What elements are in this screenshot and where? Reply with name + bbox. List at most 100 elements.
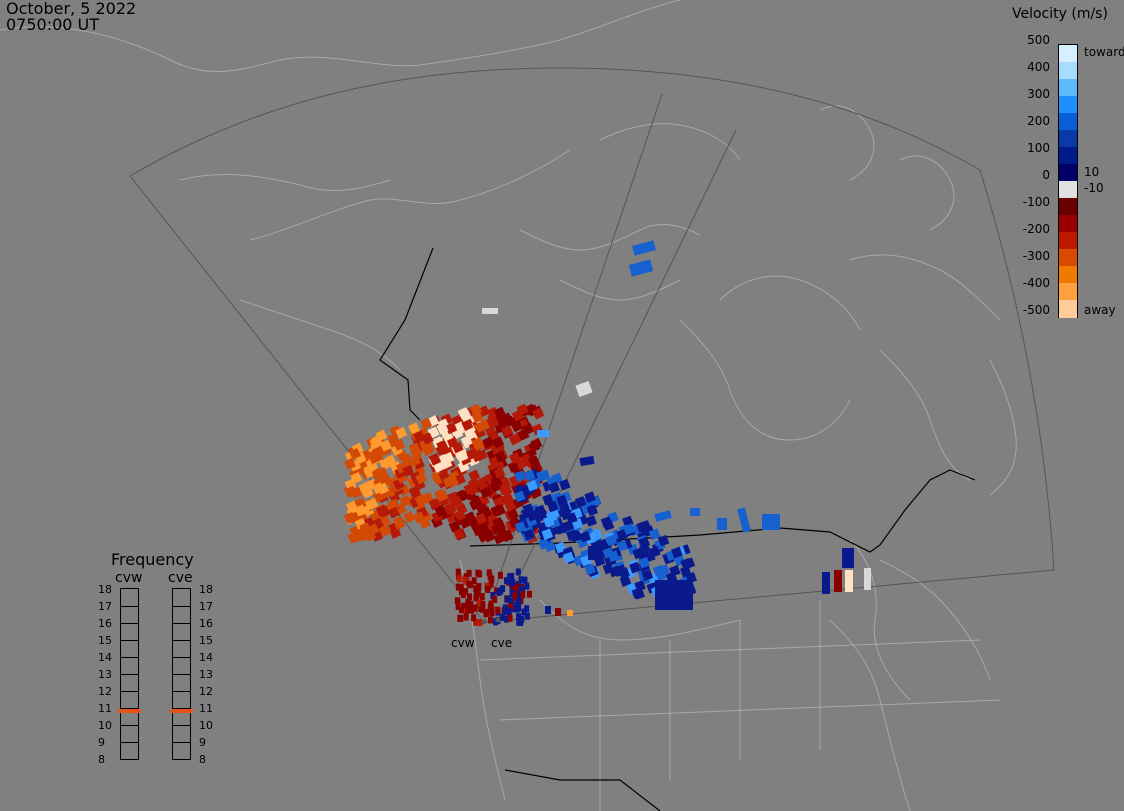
frequency-scale-label: 16 <box>199 617 213 630</box>
scatter-cell <box>559 503 571 515</box>
scatter-cell <box>378 505 391 518</box>
scatter-cell <box>517 593 523 601</box>
scatter-cell <box>443 503 456 516</box>
scatter-cell <box>638 536 651 549</box>
scatter-cell <box>420 417 433 430</box>
scatter-cell <box>524 582 530 590</box>
colorbar-segment <box>1059 215 1077 233</box>
freq-radar-label-cve: cve <box>168 570 193 586</box>
scatter-cell <box>506 508 519 521</box>
scatter-cell <box>512 594 518 602</box>
site-label-cvw: cvw <box>451 636 475 650</box>
scatter-cell <box>588 546 598 560</box>
scatter-cell <box>471 614 477 622</box>
scatter-cell <box>409 486 421 499</box>
site-marker-cvw <box>481 619 487 625</box>
scatter-cell <box>468 469 481 482</box>
scatter-cell <box>690 508 700 516</box>
scatter-cell <box>476 583 482 591</box>
scatter-cell <box>548 481 560 494</box>
scatter-cell <box>507 614 513 622</box>
velocity-colorbar <box>1058 44 1078 318</box>
scatter-cell <box>516 604 522 612</box>
scatter-cell <box>566 529 578 542</box>
scatter-cell <box>490 476 503 489</box>
frequency-gauge-cell <box>121 623 138 640</box>
scatter-cell <box>514 470 526 482</box>
scatter-cell <box>575 380 593 398</box>
velocity-scatter <box>343 240 871 627</box>
scatter-cell <box>512 590 518 598</box>
scatter-cell <box>471 577 477 585</box>
scatter-cell <box>501 529 514 542</box>
scatter-cell <box>484 425 497 438</box>
frequency-title: Frequency <box>111 550 194 569</box>
scatter-cell <box>584 563 596 576</box>
colorbar-tick-label: 500 <box>1027 33 1050 47</box>
scatter-cell <box>428 498 441 511</box>
site-label-cve: cve <box>491 636 513 650</box>
scatter-cell <box>842 548 854 568</box>
scatter-cell <box>515 598 521 606</box>
borders <box>379 247 976 811</box>
frequency-scale-label: 10 <box>98 719 112 732</box>
scatter-cell <box>436 439 449 452</box>
scatter-cell <box>679 565 692 578</box>
scatter-cell <box>486 569 492 577</box>
scatter-cell <box>350 471 363 484</box>
scatter-cell <box>574 496 587 508</box>
scatter-cell <box>344 485 357 498</box>
scatter-cell <box>442 475 455 488</box>
scatter-cell <box>524 605 530 613</box>
scatter-cell <box>554 541 567 554</box>
scatter-cell <box>455 568 461 576</box>
scatter-cell <box>526 479 539 492</box>
site-marker-cve <box>495 617 501 623</box>
scatter-cell <box>567 610 573 616</box>
scatter-cell <box>495 606 501 614</box>
scatter-cell <box>537 430 549 437</box>
scatter-cell <box>518 618 524 626</box>
colorbar-segment <box>1059 130 1077 148</box>
scatter-cell <box>524 612 530 620</box>
scatter-cell <box>492 436 505 449</box>
scatter-cell <box>502 604 508 612</box>
scatter-cell <box>511 605 517 613</box>
scatter-cell <box>460 590 466 598</box>
frequency-gauge-cell <box>173 742 190 759</box>
scatter-cell <box>459 410 472 422</box>
scatter-cell <box>492 595 498 603</box>
scatter-cell <box>516 613 522 621</box>
frequency-gauge-cell <box>173 674 190 691</box>
scatter-cell <box>629 561 641 574</box>
scatter-cell <box>408 442 421 455</box>
scatter-cell <box>467 593 473 601</box>
frequency-gauge-cell <box>173 725 190 742</box>
scatter-cell <box>502 492 515 505</box>
colorbar-tick-label: 200 <box>1027 114 1050 128</box>
scatter-cell <box>508 603 514 611</box>
scatter-cell <box>460 435 473 448</box>
scatter-cell <box>458 583 464 591</box>
frequency-gauge-cell <box>173 606 190 623</box>
scatter-cell <box>607 550 620 562</box>
scatter-cell <box>487 616 493 624</box>
scatter-cell <box>360 485 373 498</box>
scatter-cell <box>366 497 379 510</box>
scatter-cell <box>508 452 521 464</box>
scatter-cell <box>657 534 670 547</box>
frequency-scale-label: 11 <box>199 702 213 715</box>
colorbar-segment <box>1059 283 1077 301</box>
colorbar-segment <box>1059 232 1077 250</box>
frequency-scale-label: 12 <box>199 685 213 698</box>
scatter-cell <box>649 546 661 558</box>
scatter-cell <box>638 556 650 569</box>
colorbar-tick-label: -400 <box>1022 276 1050 290</box>
colorbar-segment <box>1059 79 1077 97</box>
scatter-cell <box>466 569 472 577</box>
scatter-cell <box>474 512 487 525</box>
scatter-cell <box>490 592 496 600</box>
scatter-cell <box>414 494 427 506</box>
scatter-cell <box>429 453 442 466</box>
near-zero-positive-label: 10 <box>1084 165 1100 179</box>
